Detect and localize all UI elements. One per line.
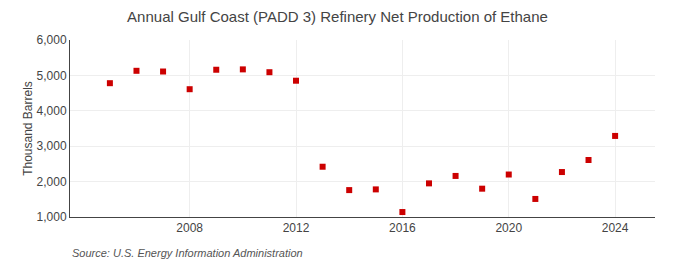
svg-text:2008: 2008 [176, 221, 203, 235]
svg-text:2012: 2012 [283, 221, 310, 235]
svg-text:5,000: 5,000 [37, 69, 67, 83]
svg-text:2024: 2024 [602, 221, 629, 235]
svg-text:2016: 2016 [389, 221, 416, 235]
svg-text:1,000: 1,000 [37, 210, 67, 224]
svg-text:2020: 2020 [495, 221, 522, 235]
svg-text:6,000: 6,000 [37, 33, 67, 47]
svg-text:2,000: 2,000 [37, 175, 67, 189]
svg-text:Source: U.S. Energy Informatio: Source: U.S. Energy Information Administ… [72, 247, 303, 259]
svg-text:Thousand Barrels: Thousand Barrels [21, 81, 35, 176]
svg-text:3,000: 3,000 [37, 139, 67, 153]
svg-text:4,000: 4,000 [37, 104, 67, 118]
svg-text:Annual Gulf Coast (PADD 3) Ref: Annual Gulf Coast (PADD 3) Refinery Net … [127, 8, 548, 25]
